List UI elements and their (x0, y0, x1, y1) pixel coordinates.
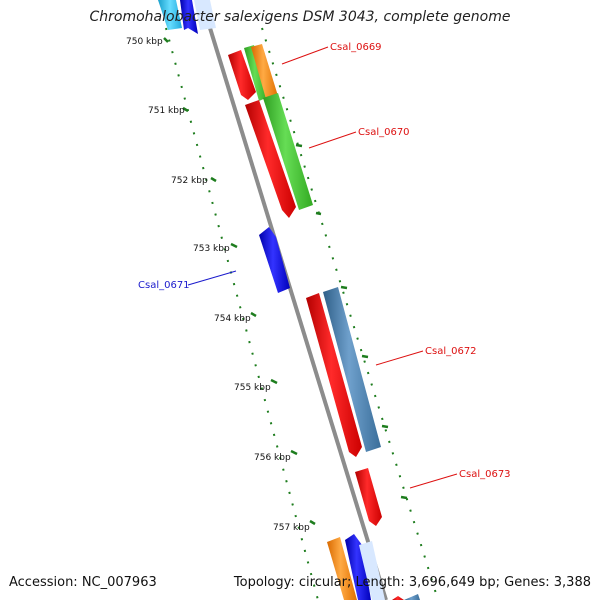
callout-line-csal-0672 (375, 350, 424, 366)
gene-label-csal-0672[interactable]: Csal_0672 (425, 346, 477, 357)
scale-labels: 750 kbp 751 kbp 752 kbp 753 kbp 754 kbp … (126, 37, 310, 533)
kbp-label: 756 kbp (254, 453, 291, 463)
callout-line-csal-0673 (409, 473, 458, 489)
scale-dotted-line-right (261, 27, 439, 600)
major-ticks-left (163, 37, 316, 526)
gene-feature-red[interactable] (306, 293, 362, 457)
genome-title: Chromohalobacter salexigens DSM 3043, co… (89, 9, 511, 25)
gene-feature-red-bottom[interactable] (392, 596, 404, 600)
kbp-label: 752 kbp (171, 176, 208, 186)
genome-backbone (208, 27, 388, 600)
gene-label-csal-0669[interactable]: Csal_0669 (330, 42, 382, 53)
gene-feature-steel[interactable] (323, 287, 381, 452)
gene-feature-red[interactable] (355, 468, 382, 526)
gene-feature-orange-bottom[interactable] (327, 537, 357, 600)
scale-dotted-line-left (165, 27, 319, 600)
major-ticks-right (295, 143, 408, 500)
gene-feature-pale-top[interactable] (194, 0, 216, 30)
gene-feature-green[interactable] (244, 45, 268, 101)
genome-summary-text: Topology: circular; Length: 3,696,649 bp… (233, 575, 591, 590)
gene-feature-steel-bottom[interactable] (404, 594, 420, 600)
callout-line-csal-0670 (308, 131, 357, 149)
gene-feature-red[interactable] (245, 100, 296, 218)
gene-label-csal-0673[interactable]: Csal_0673 (459, 469, 511, 480)
gene-feature-blue[interactable] (259, 227, 290, 293)
kbp-label: 754 kbp (214, 314, 251, 324)
kbp-label: 753 kbp (193, 244, 230, 254)
gene-feature-blue-bottom[interactable] (345, 534, 371, 600)
callout-line-csal-0669 (281, 46, 329, 65)
kbp-label: 751 kbp (148, 106, 185, 116)
gene-feature-pale-bottom[interactable] (359, 541, 385, 600)
callout-line-csal-0671 (187, 270, 237, 286)
gene-label-csal-0670[interactable]: Csal_0670 (358, 127, 410, 138)
kbp-label: 750 kbp (126, 37, 163, 47)
gene-feature-red[interactable] (228, 50, 256, 100)
accession-text: Accession: NC_007963 (9, 575, 157, 590)
gene-label-csal-0671[interactable]: Csal_0671 (138, 280, 190, 291)
gene-feature-orange[interactable] (251, 44, 278, 99)
gene-feature-blue-top[interactable] (180, 0, 198, 34)
kbp-label: 757 kbp (273, 523, 310, 533)
gene-feature-green[interactable] (263, 93, 313, 210)
kbp-label: 755 kbp (234, 383, 271, 393)
gene-feature-cyan-top[interactable] (158, 0, 182, 30)
